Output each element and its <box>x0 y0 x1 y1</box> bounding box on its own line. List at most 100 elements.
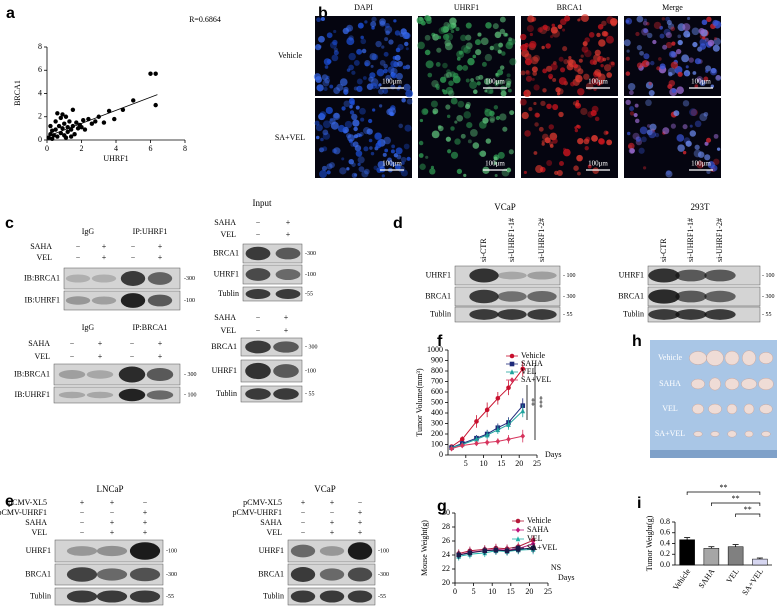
cell <box>562 147 567 151</box>
x-tick-label: 2 <box>80 144 84 153</box>
x-tick-label: 5 <box>464 459 468 468</box>
marker <box>520 433 526 439</box>
cell <box>696 77 701 82</box>
cell <box>353 126 358 132</box>
treatment-sign: − <box>256 218 261 227</box>
cell <box>548 124 554 130</box>
cell <box>658 57 662 61</box>
y-tick-label: 300 <box>431 418 443 427</box>
cell <box>520 44 528 52</box>
cell <box>676 86 684 95</box>
cell <box>542 88 547 93</box>
cell <box>610 20 617 27</box>
cell <box>550 26 558 34</box>
cell <box>450 126 455 131</box>
size-marker: -300 <box>184 276 195 282</box>
treatment-label: VEL <box>31 528 47 537</box>
cell <box>564 15 571 22</box>
cell <box>432 33 440 41</box>
cell <box>666 19 672 26</box>
bar <box>727 546 744 566</box>
cell <box>326 170 331 175</box>
cell <box>558 160 564 166</box>
treatment-sign: − <box>301 508 306 517</box>
size-marker: - 100 <box>563 273 576 279</box>
marker <box>482 548 488 554</box>
cell <box>524 58 532 66</box>
cell <box>656 66 661 71</box>
cell <box>481 61 487 67</box>
cell <box>540 100 546 107</box>
y-tick-label: 6 <box>38 65 42 74</box>
band <box>497 309 527 320</box>
cell <box>460 34 467 42</box>
cell <box>560 67 566 73</box>
point <box>153 102 158 108</box>
cell <box>493 105 499 110</box>
cell <box>633 112 638 118</box>
cell <box>704 154 711 161</box>
cell <box>371 53 379 61</box>
cell <box>356 78 363 85</box>
y-axis-label: BRCA1 <box>13 80 22 106</box>
cell <box>505 41 513 50</box>
cell <box>456 114 464 122</box>
blot-strip <box>54 587 164 606</box>
cell <box>501 51 506 56</box>
cell <box>602 57 607 62</box>
cell <box>497 151 505 159</box>
treatment-sign: + <box>286 230 291 239</box>
size-marker: - 55 <box>305 391 315 397</box>
cell <box>333 29 337 34</box>
blot-strip <box>53 386 181 404</box>
treatment-sign: + <box>286 218 291 227</box>
band <box>675 309 707 320</box>
cell <box>641 136 647 143</box>
point <box>68 134 74 139</box>
cell <box>321 165 328 171</box>
cell <box>713 133 719 139</box>
cell <box>339 167 347 175</box>
cell <box>535 165 544 173</box>
cell <box>418 17 423 22</box>
cell <box>444 39 452 47</box>
cell <box>320 137 324 142</box>
treatment-sign: + <box>110 518 115 527</box>
cell <box>587 164 592 169</box>
size-marker: -100 <box>184 298 195 304</box>
cell <box>706 137 712 143</box>
band <box>245 388 271 400</box>
cell <box>689 124 693 128</box>
band <box>319 568 345 581</box>
cell <box>315 124 323 132</box>
band <box>527 290 557 303</box>
cell <box>632 132 640 140</box>
treatment-sign: + <box>102 253 107 262</box>
cell <box>704 141 709 146</box>
cell <box>443 73 449 79</box>
cell <box>346 167 350 171</box>
cell <box>687 16 691 21</box>
cell <box>316 17 321 23</box>
cell <box>578 58 583 63</box>
marker <box>506 436 511 443</box>
marker <box>506 385 511 391</box>
cell <box>533 84 540 91</box>
cell <box>643 53 650 60</box>
legend-marker <box>515 545 521 551</box>
cell <box>599 80 604 85</box>
cell <box>662 127 670 135</box>
cell <box>573 165 579 171</box>
cell <box>546 160 553 166</box>
point <box>70 107 76 112</box>
cell <box>643 28 648 34</box>
treatment-sign: − <box>130 339 135 348</box>
cell <box>623 39 631 47</box>
treatment-sign: + <box>143 508 148 517</box>
cell <box>673 110 680 117</box>
tumor <box>708 403 722 415</box>
cell <box>395 147 403 155</box>
cell <box>377 140 382 145</box>
cell <box>502 126 508 132</box>
legend-marker <box>509 377 515 383</box>
